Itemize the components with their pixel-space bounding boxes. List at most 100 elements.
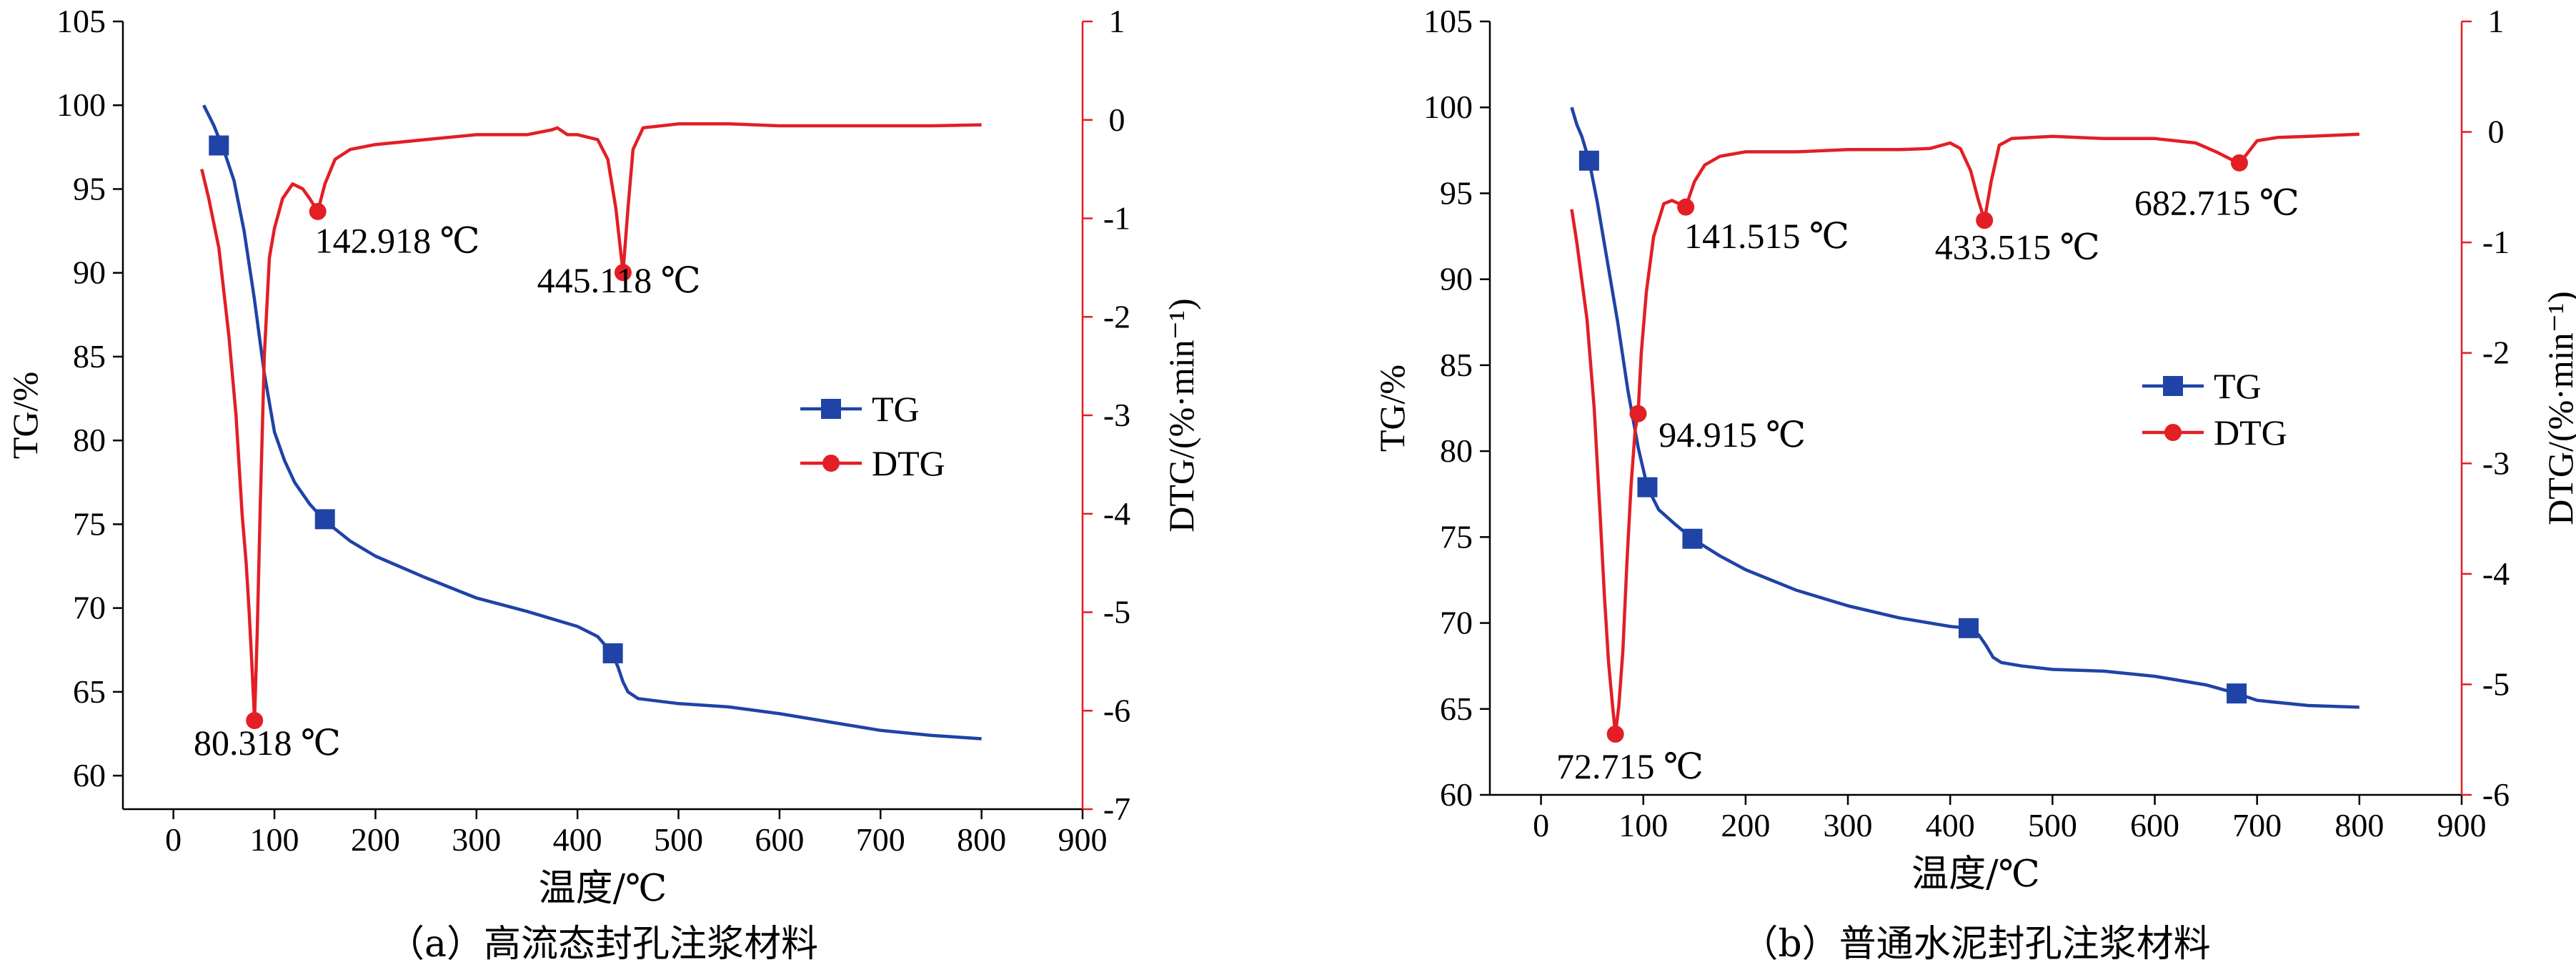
y-tick-label: 60 <box>1440 776 1473 813</box>
tg-marker <box>1958 618 1979 638</box>
y2-tick-label: -6 <box>2482 776 2510 813</box>
y-tick-label: 100 <box>1423 89 1473 125</box>
y-tick-label: 105 <box>56 3 106 39</box>
y-tick-label: 60 <box>73 757 106 793</box>
y-tick-label: 75 <box>1440 518 1473 555</box>
dtg-marker <box>1976 212 1994 229</box>
y2-tick-label: -4 <box>2482 555 2510 592</box>
y2-axis-title: DTG/(%·min⁻¹) <box>2540 291 2576 525</box>
x-tick-label: 0 <box>1533 807 1549 843</box>
y2-tick-label: 1 <box>1109 3 1125 39</box>
figure-caption: （b）普通水泥封孔注浆材料 <box>1741 923 2210 966</box>
y-axis-title: TG/% <box>1372 365 1412 452</box>
y-tick-label: 95 <box>1440 174 1473 211</box>
dtg-marker <box>2230 154 2248 172</box>
y-tick-label: 70 <box>1440 605 1473 641</box>
x-tick-label: 700 <box>2232 807 2282 843</box>
dtg-marker <box>309 202 327 220</box>
y2-tick-label: -1 <box>2482 224 2510 260</box>
x-tick-label: 800 <box>957 821 1006 858</box>
y2-tick-label: -5 <box>2482 665 2510 702</box>
y2-tick-label: -4 <box>1103 495 1130 532</box>
dtg-marker <box>1606 725 1624 743</box>
y2-tick-label: -1 <box>1103 200 1130 237</box>
legend-dtg-label: DTG <box>872 443 945 483</box>
x-axis-title: 温度/℃ <box>539 867 667 910</box>
x-tick-label: 900 <box>1058 821 1108 858</box>
dtg-marker <box>1677 198 1695 216</box>
y-tick-label: 100 <box>56 86 106 123</box>
y-tick-label: 70 <box>73 590 106 626</box>
y-tick-label: 80 <box>1440 432 1473 469</box>
y2-axis-title: DTG/(%·min⁻¹) <box>1161 298 1201 532</box>
series-line-tg <box>1570 107 2359 709</box>
x-tick-label: 600 <box>2130 807 2179 843</box>
tg-marker <box>1637 477 1658 498</box>
peak-annotation: 80.318 ℃ <box>194 723 341 763</box>
x-tick-label: 900 <box>2437 807 2487 843</box>
dtg-marker <box>614 264 632 282</box>
x-tick-label: 300 <box>452 821 501 858</box>
legend-tg-marker <box>821 399 841 419</box>
dtg-marker <box>1629 405 1647 422</box>
x-tick-label: 500 <box>654 821 703 858</box>
y-tick-label: 85 <box>1440 347 1473 383</box>
x-tick-label: 800 <box>2334 807 2384 843</box>
figure-caption: （a）高流态封孔注浆材料 <box>387 923 818 966</box>
x-tick-label: 100 <box>250 821 299 858</box>
legend-dtg-marker <box>822 455 840 472</box>
tg-marker <box>209 135 229 156</box>
chart-b-ordinary-cement-material: 0 100 200 300 400 500 600 700 800 900606570758085… <box>1372 3 2576 966</box>
x-tick-label: 300 <box>1824 807 1873 843</box>
legend-tg-label: TG <box>872 389 920 429</box>
x-tick-label: 500 <box>2028 807 2077 843</box>
legend-tg-marker <box>2163 376 2183 396</box>
dtg-marker <box>246 712 264 730</box>
y-tick-label: 75 <box>73 505 106 542</box>
y2-tick-label: -7 <box>1103 791 1130 827</box>
tg-marker <box>602 643 623 663</box>
y-tick-label: 65 <box>1440 691 1473 727</box>
chart-a-high-fluidity-material: 0 100 200 300 400 500 600 700 800 900606570758085… <box>5 3 1201 966</box>
x-tick-label: 100 <box>1618 807 1668 843</box>
y-tick-label: 90 <box>73 254 106 291</box>
y2-tick-label: -3 <box>2482 445 2510 481</box>
x-tick-label: 700 <box>856 821 905 858</box>
y-tick-label: 95 <box>73 170 106 207</box>
y2-tick-label: 0 <box>1109 102 1125 138</box>
tg-marker <box>1682 528 1703 549</box>
y2-tick-label: 1 <box>2488 3 2505 39</box>
y2-tick-label: -6 <box>1103 692 1130 728</box>
peak-annotation: 682.715 ℃ <box>2134 183 2299 223</box>
y-tick-label: 85 <box>73 338 106 375</box>
peak-annotation: 142.918 ℃ <box>315 221 480 261</box>
y-tick-label: 80 <box>73 422 106 458</box>
series-line-dtg <box>200 122 982 723</box>
y2-tick-label: -5 <box>1103 594 1130 630</box>
tg-marker <box>314 509 335 530</box>
x-tick-label: 400 <box>553 821 602 858</box>
tg-marker <box>2227 683 2247 704</box>
legend-tg-label: TG <box>2214 366 2262 406</box>
legend-dtg-label: DTG <box>2214 412 2287 452</box>
legend-dtg-marker <box>2164 424 2182 441</box>
x-axis-title: 温度/℃ <box>1911 853 2040 896</box>
x-tick-label: 400 <box>1926 807 1975 843</box>
peak-annotation: 94.915 ℃ <box>1659 415 1806 455</box>
peak-annotation: 433.515 ℃ <box>1935 227 2100 267</box>
x-tick-label: 200 <box>351 821 400 858</box>
y-tick-label: 65 <box>73 673 106 710</box>
peak-annotation: 445.118 ℃ <box>537 260 701 300</box>
peak-annotation: 141.515 ℃ <box>1684 216 1849 256</box>
y-tick-label: 105 <box>1423 3 1473 39</box>
x-tick-label: 600 <box>755 821 804 858</box>
y2-tick-label: 0 <box>2488 114 2505 150</box>
y2-tick-label: -2 <box>2482 335 2510 371</box>
tg-marker <box>1578 150 1599 171</box>
legend: TG DTG <box>800 389 945 483</box>
x-tick-label: 0 <box>165 821 181 858</box>
y-axis-title: TG/% <box>5 372 45 459</box>
y2-tick-label: -3 <box>1103 397 1130 433</box>
peak-annotation: 72.715 ℃ <box>1556 746 1704 786</box>
